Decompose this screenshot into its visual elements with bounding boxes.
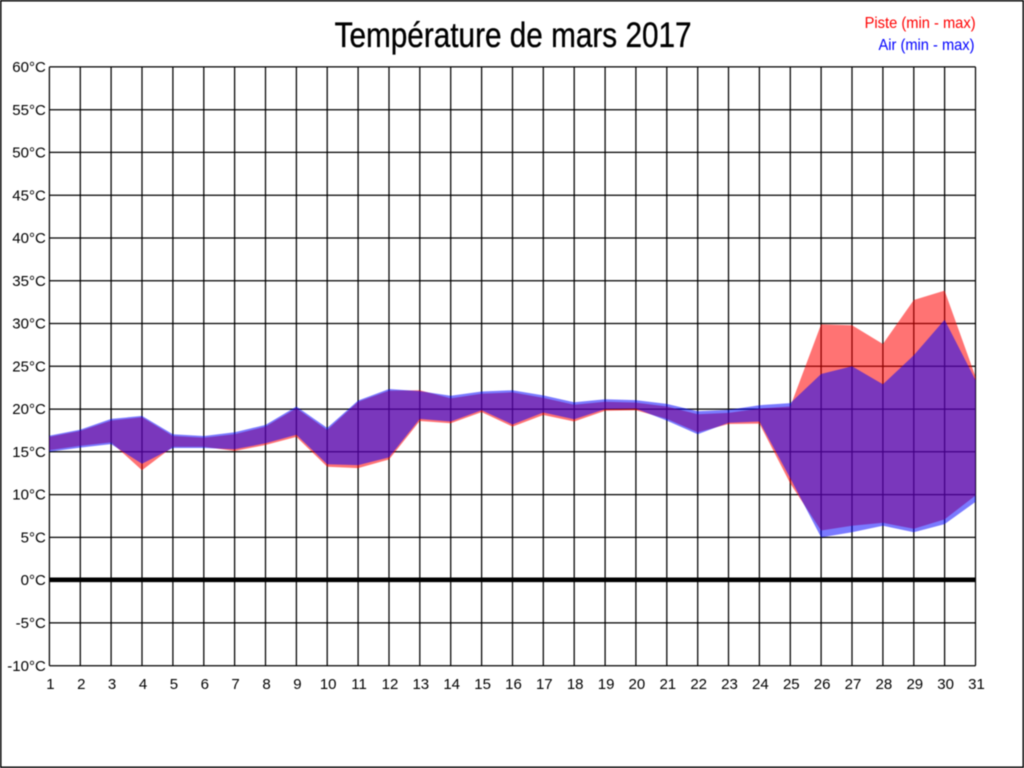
svg-text:1: 1 <box>46 676 54 693</box>
svg-text:14: 14 <box>443 676 460 693</box>
svg-text:24: 24 <box>752 676 769 693</box>
svg-text:30°C: 30°C <box>12 316 46 333</box>
svg-text:5°C: 5°C <box>21 530 46 547</box>
svg-text:Température de mars 2017: Température de mars 2017 <box>335 16 692 55</box>
svg-text:10: 10 <box>320 676 337 693</box>
svg-text:30: 30 <box>937 676 954 693</box>
svg-text:26: 26 <box>814 676 831 693</box>
svg-text:3: 3 <box>108 676 116 693</box>
svg-text:17: 17 <box>536 676 553 693</box>
svg-text:4: 4 <box>139 676 147 693</box>
svg-text:28: 28 <box>876 676 893 693</box>
svg-text:23: 23 <box>721 676 738 693</box>
svg-text:60°C: 60°C <box>12 59 46 76</box>
svg-text:21: 21 <box>659 676 676 693</box>
svg-text:13: 13 <box>412 676 429 693</box>
svg-text:16: 16 <box>505 676 522 693</box>
svg-text:25: 25 <box>783 676 800 693</box>
svg-text:29: 29 <box>906 676 923 693</box>
svg-text:0°C: 0°C <box>21 572 46 589</box>
svg-text:22: 22 <box>690 676 707 693</box>
svg-text:55°C: 55°C <box>12 102 46 119</box>
svg-text:6: 6 <box>201 676 209 693</box>
svg-text:45°C: 45°C <box>12 187 46 204</box>
svg-text:31: 31 <box>968 676 985 693</box>
svg-text:Air (min - max): Air (min - max) <box>879 37 975 54</box>
svg-text:40°C: 40°C <box>12 230 46 247</box>
svg-text:35°C: 35°C <box>12 273 46 290</box>
svg-text:11: 11 <box>351 676 367 693</box>
svg-text:7: 7 <box>231 676 239 693</box>
svg-text:18: 18 <box>567 676 584 693</box>
svg-text:50°C: 50°C <box>12 145 46 162</box>
svg-text:15: 15 <box>474 676 491 693</box>
svg-text:5: 5 <box>170 676 178 693</box>
svg-text:25°C: 25°C <box>12 358 46 375</box>
svg-text:-5°C: -5°C <box>16 615 46 632</box>
svg-text:19: 19 <box>598 676 615 693</box>
svg-text:20°C: 20°C <box>12 401 46 418</box>
svg-text:20: 20 <box>629 676 646 693</box>
svg-text:Piste (min - max): Piste (min - max) <box>865 15 976 32</box>
svg-text:-10°C: -10°C <box>7 658 46 675</box>
svg-text:8: 8 <box>262 676 270 693</box>
svg-text:12: 12 <box>382 676 399 693</box>
svg-text:15°C: 15°C <box>12 444 46 461</box>
svg-text:27: 27 <box>845 676 862 693</box>
svg-text:9: 9 <box>293 676 301 693</box>
svg-text:10°C: 10°C <box>12 487 46 504</box>
svg-text:2: 2 <box>77 676 85 693</box>
